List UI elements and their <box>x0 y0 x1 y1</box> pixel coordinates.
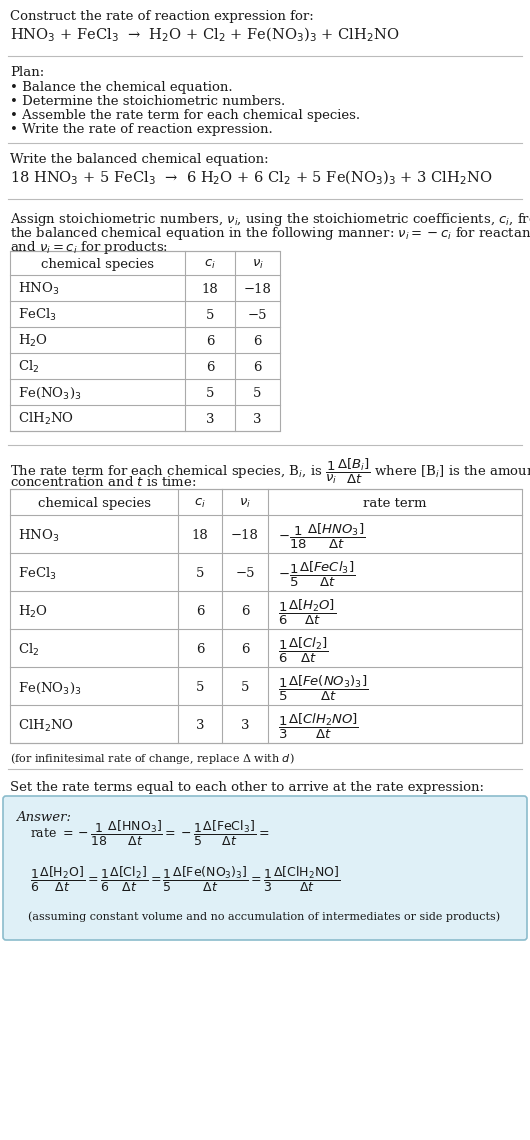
Text: 6: 6 <box>253 360 262 374</box>
Text: The rate term for each chemical species, B$_i$, is $\dfrac{1}{\nu_i}\dfrac{\Delt: The rate term for each chemical species,… <box>10 457 530 487</box>
Text: Set the rate terms equal to each other to arrive at the rate expression:: Set the rate terms equal to each other t… <box>10 781 484 793</box>
Text: 6: 6 <box>196 605 204 618</box>
Text: 6: 6 <box>253 335 262 348</box>
Text: 6: 6 <box>206 360 214 374</box>
Text: • Determine the stoichiometric numbers.: • Determine the stoichiometric numbers. <box>10 95 285 108</box>
Text: 3: 3 <box>241 719 249 732</box>
Text: 5: 5 <box>196 682 204 694</box>
Text: Cl$_2$: Cl$_2$ <box>18 642 39 658</box>
Bar <box>10 489 522 743</box>
Bar <box>10 251 280 431</box>
Text: 3: 3 <box>206 413 214 426</box>
Text: 5: 5 <box>241 682 249 694</box>
Text: 3: 3 <box>196 719 204 732</box>
Text: $\nu_i$: $\nu_i$ <box>239 497 251 510</box>
Text: concentration and $t$ is time:: concentration and $t$ is time: <box>10 475 197 489</box>
Text: rate $= -\dfrac{1}{18}\dfrac{\Delta[\mathrm{HNO_3}]}{\Delta t} = -\dfrac{1}{5}\d: rate $= -\dfrac{1}{18}\dfrac{\Delta[\mat… <box>30 819 269 847</box>
Text: 18: 18 <box>201 283 218 295</box>
Text: Plan:: Plan: <box>10 66 44 79</box>
Text: $\dfrac{1}{5}\dfrac{\Delta[Fe(NO_3)_3]}{\Delta t}$: $\dfrac{1}{5}\dfrac{\Delta[Fe(NO_3)_3]}{… <box>278 674 368 702</box>
Text: HNO$_3$: HNO$_3$ <box>18 282 59 298</box>
Text: $\dfrac{1}{6}\dfrac{\Delta[Cl_2]}{\Delta t}$: $\dfrac{1}{6}\dfrac{\Delta[Cl_2]}{\Delta… <box>278 635 329 665</box>
Text: 6: 6 <box>241 605 249 618</box>
Text: 18 HNO$_3$ + 5 FeCl$_3$  →  6 H$_2$O + 6 Cl$_2$ + 5 Fe(NO$_3$)$_3$ + 3 ClH$_2$NO: 18 HNO$_3$ + 5 FeCl$_3$ → 6 H$_2$O + 6 C… <box>10 169 492 187</box>
Text: HNO$_3$ + FeCl$_3$  →  H$_2$O + Cl$_2$ + Fe(NO$_3$)$_3$ + ClH$_2$NO: HNO$_3$ + FeCl$_3$ → H$_2$O + Cl$_2$ + F… <box>10 26 400 44</box>
Text: the balanced chemical equation in the following manner: $\nu_i = -c_i$ for react: the balanced chemical equation in the fo… <box>10 225 530 242</box>
Text: (assuming constant volume and no accumulation of intermediates or side products): (assuming constant volume and no accumul… <box>28 912 500 922</box>
Text: HNO$_3$: HNO$_3$ <box>18 528 59 544</box>
Text: • Assemble the rate term for each chemical species.: • Assemble the rate term for each chemic… <box>10 109 360 122</box>
Text: −18: −18 <box>231 529 259 543</box>
Text: rate term: rate term <box>363 497 427 510</box>
Text: Assign stoichiometric numbers, $\nu_i$, using the stoichiometric coefficients, $: Assign stoichiometric numbers, $\nu_i$, … <box>10 211 530 228</box>
Text: H$_2$O: H$_2$O <box>18 333 48 349</box>
Text: • Write the rate of reaction expression.: • Write the rate of reaction expression. <box>10 123 273 136</box>
Text: Cl$_2$: Cl$_2$ <box>18 359 39 375</box>
Text: 5: 5 <box>206 386 214 400</box>
Text: −5: −5 <box>235 568 255 580</box>
Text: Write the balanced chemical equation:: Write the balanced chemical equation: <box>10 153 269 166</box>
Text: Fe(NO$_3$)$_3$: Fe(NO$_3$)$_3$ <box>18 681 82 695</box>
Text: −18: −18 <box>244 283 271 295</box>
FancyBboxPatch shape <box>3 796 527 940</box>
Text: 6: 6 <box>206 335 214 348</box>
Text: chemical species: chemical species <box>41 258 154 270</box>
Text: 6: 6 <box>196 643 204 657</box>
Text: Construct the rate of reaction expression for:: Construct the rate of reaction expressio… <box>10 10 314 23</box>
Text: $-\dfrac{1}{18}\dfrac{\Delta[HNO_3]}{\Delta t}$: $-\dfrac{1}{18}\dfrac{\Delta[HNO_3]}{\De… <box>278 521 365 551</box>
Text: 5: 5 <box>253 386 262 400</box>
Text: −5: −5 <box>248 309 267 321</box>
Text: • Balance the chemical equation.: • Balance the chemical equation. <box>10 81 233 93</box>
Text: ClH$_2$NO: ClH$_2$NO <box>18 718 74 734</box>
Text: H$_2$O: H$_2$O <box>18 604 48 620</box>
Text: $\dfrac{1}{6}\dfrac{\Delta[H_2O]}{\Delta t}$: $\dfrac{1}{6}\dfrac{\Delta[H_2O]}{\Delta… <box>278 597 336 627</box>
Text: Fe(NO$_3$)$_3$: Fe(NO$_3$)$_3$ <box>18 385 82 401</box>
Text: $-\dfrac{1}{5}\dfrac{\Delta[FeCl_3]}{\Delta t}$: $-\dfrac{1}{5}\dfrac{\Delta[FeCl_3]}{\De… <box>278 560 355 588</box>
Text: 5: 5 <box>196 568 204 580</box>
Text: FeCl$_3$: FeCl$_3$ <box>18 308 57 324</box>
Text: $\nu_i$: $\nu_i$ <box>252 258 263 270</box>
Text: $\dfrac{1}{6}\dfrac{\Delta[\mathrm{H_2O}]}{\Delta t} = \dfrac{1}{6}\dfrac{\Delta: $\dfrac{1}{6}\dfrac{\Delta[\mathrm{H_2O}… <box>30 864 340 894</box>
Text: FeCl$_3$: FeCl$_3$ <box>18 565 57 581</box>
Text: 6: 6 <box>241 643 249 657</box>
Text: $c_i$: $c_i$ <box>194 497 206 510</box>
Text: chemical species: chemical species <box>38 497 151 510</box>
Text: (for infinitesimal rate of change, replace Δ with $d$): (for infinitesimal rate of change, repla… <box>10 751 295 766</box>
Text: 18: 18 <box>192 529 208 543</box>
Text: ClH$_2$NO: ClH$_2$NO <box>18 412 74 428</box>
Text: Answer:: Answer: <box>16 811 71 824</box>
Text: 5: 5 <box>206 309 214 321</box>
Text: $c_i$: $c_i$ <box>204 258 216 270</box>
Text: 3: 3 <box>253 413 262 426</box>
Text: and $\nu_i = c_i$ for products:: and $\nu_i = c_i$ for products: <box>10 239 168 256</box>
Text: $\dfrac{1}{3}\dfrac{\Delta[ClH_2NO]}{\Delta t}$: $\dfrac{1}{3}\dfrac{\Delta[ClH_2NO]}{\De… <box>278 711 359 741</box>
